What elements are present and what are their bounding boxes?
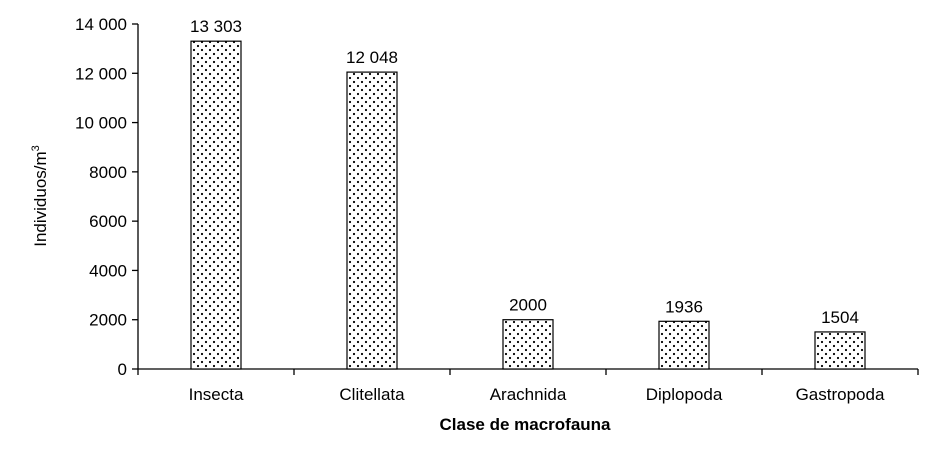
x-axis	[137, 368, 919, 375]
x-tick-label-gastropoda: Gastropoda	[796, 385, 885, 404]
x-tick-labels: Insecta Clitellata Arachnida Diplopoda Gastr…	[189, 385, 885, 404]
bars	[190, 40, 866, 370]
bar-insecta	[190, 40, 242, 370]
x-tick-label-insecta: Insecta	[189, 385, 244, 404]
bar-gastropoda	[814, 331, 866, 370]
y-tick-label: 14 000	[75, 15, 127, 34]
data-label-gastropoda: 1504	[821, 308, 859, 327]
data-label-clitellata: 12 048	[346, 48, 398, 67]
y-axis-title-base: Individuos/m	[31, 151, 50, 246]
x-tick-label-clitellata: Clitellata	[339, 385, 405, 404]
x-tick-label-arachnida: Arachnida	[490, 385, 567, 404]
y-tick-label: 0	[118, 360, 127, 379]
data-label-insecta: 13 303	[190, 17, 242, 36]
y-axis-title: Individuos/m3	[30, 145, 50, 247]
bar-arachnida	[502, 319, 554, 370]
y-tick-label: 10 000	[75, 114, 127, 133]
y-tick-label: 6000	[89, 212, 127, 231]
x-tick-label-diplopoda: Diplopoda	[646, 385, 723, 404]
data-labels: 13 303 12 048 2000 1936 1504	[190, 17, 859, 327]
bar-clitellata	[346, 71, 398, 370]
y-axis-title-superscript: 3	[30, 145, 42, 151]
y-tick-label: 2000	[89, 311, 127, 330]
x-axis-title: Clase de macrofauna	[439, 415, 611, 434]
y-tick-label: 4000	[89, 261, 127, 280]
bar-diplopoda	[658, 320, 710, 370]
y-tick-label: 12 000	[75, 64, 127, 83]
y-axis: 0 2000 4000 6000 8000 10 000 12 000 14 000	[75, 15, 139, 379]
y-tick-label: 8000	[89, 163, 127, 182]
data-label-diplopoda: 1936	[665, 297, 703, 316]
data-label-arachnida: 2000	[509, 296, 547, 315]
